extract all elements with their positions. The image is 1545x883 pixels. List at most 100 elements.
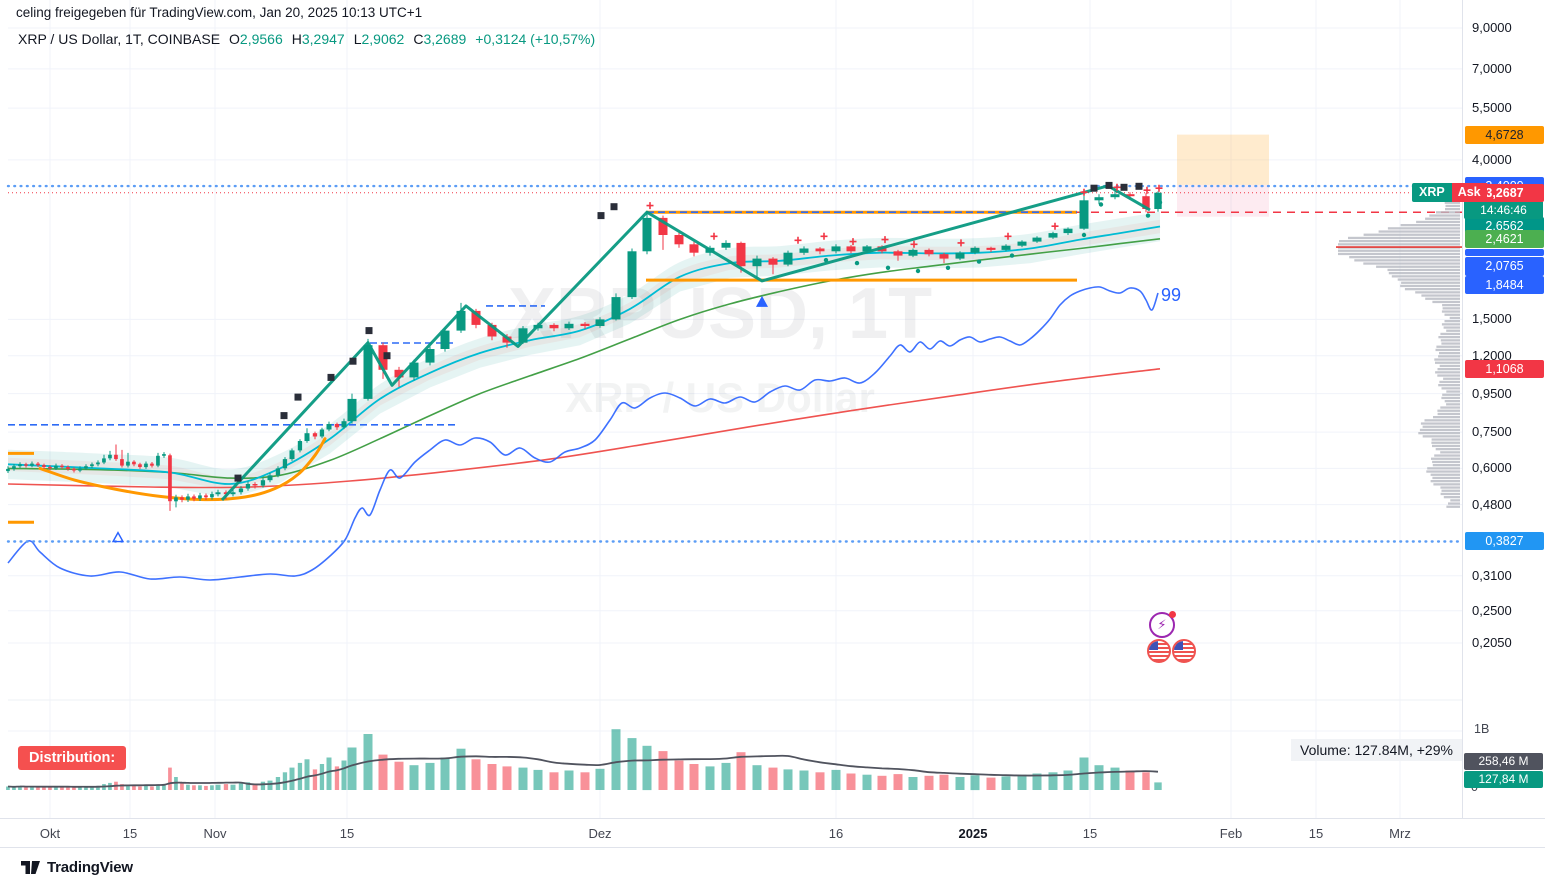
volume-bar <box>518 767 528 790</box>
candle-body <box>210 494 214 498</box>
volume-profile-row <box>1432 300 1460 304</box>
volume-bar <box>642 745 652 791</box>
volume-profile-row <box>1422 425 1460 428</box>
volume-bar <box>440 757 450 790</box>
price-axis-label: 1,5000 <box>1472 311 1512 326</box>
volume-profile-row <box>1432 460 1460 464</box>
time-axis[interactable]: Okt 15 Nov 15 Dez 16 2025 15 Feb 15 Mrz <box>0 818 1545 848</box>
volume-profile-row <box>1434 454 1460 457</box>
volume-bar <box>627 738 637 790</box>
volume-profile-row <box>1439 380 1460 384</box>
square-marker <box>610 203 618 211</box>
red-plus-marker <box>1004 232 1012 240</box>
volume-profile-row <box>1446 329 1460 332</box>
candle-body <box>347 398 357 422</box>
economic-event-lightning-icon[interactable]: ⚡ <box>1149 611 1176 638</box>
price-axis-badge: 1,1068 <box>1465 360 1544 378</box>
candle-body <box>846 246 856 252</box>
volume-bar <box>705 766 715 790</box>
volume-bar <box>260 781 266 790</box>
price-axis-label: 7,0000 <box>1472 61 1512 76</box>
candle-body <box>12 466 16 469</box>
green-dot-marker <box>823 257 829 263</box>
volume-profile-row <box>1439 352 1460 355</box>
candle-body <box>186 496 190 500</box>
volume-profile-row <box>1338 243 1460 246</box>
volume-bar <box>162 784 166 790</box>
us-flag-event-icon[interactable] <box>1172 639 1196 663</box>
volume-bar <box>378 754 388 790</box>
candle-body <box>334 424 340 428</box>
price-axis-label: 9,0000 <box>1472 20 1512 35</box>
candle-body <box>36 463 40 466</box>
drawing-zone-box <box>1177 184 1269 217</box>
volume-bar <box>156 784 160 790</box>
candle-body <box>471 310 481 325</box>
volume-bar <box>1048 772 1058 790</box>
volume-bar <box>334 766 340 790</box>
volume-profile-row <box>1339 240 1460 243</box>
candle-body <box>893 251 903 256</box>
volume-profile-row <box>1444 400 1460 403</box>
volume-bar <box>245 782 251 790</box>
price-axis[interactable]: 9,0000 7,0000 5,5000 4,0000 1,5000 1,2000 0,95… <box>1462 0 1545 847</box>
volume-bar <box>30 786 34 790</box>
candle-body <box>138 464 142 467</box>
volume-profile-row <box>1363 262 1460 265</box>
volume-profile-row <box>1437 412 1460 416</box>
time-axis-label: 15 <box>1082 826 1098 841</box>
candle-body <box>102 458 106 463</box>
candle-body <box>174 497 178 502</box>
volume-legend[interactable]: Volume: 127.84M, +29% <box>1291 739 1462 761</box>
candle-body <box>611 297 621 320</box>
volume-bar <box>1154 782 1162 790</box>
candle-body <box>564 323 574 329</box>
candle-body <box>144 463 148 468</box>
symbol-title[interactable]: XRP / US Dollar, 1T, COINBASE <box>18 31 221 47</box>
volume-bar <box>60 786 64 790</box>
us-flag-event-icon[interactable] <box>1147 639 1171 663</box>
volume-profile-row <box>1441 396 1460 400</box>
candle-body <box>223 492 229 495</box>
candle-body <box>1094 197 1104 201</box>
candle-body <box>674 235 684 245</box>
volume-bar <box>877 775 887 790</box>
candle-body <box>487 324 497 337</box>
volume-profile-row <box>1438 355 1460 358</box>
candle-body <box>924 249 934 255</box>
volume-bar <box>611 729 621 790</box>
red-plus-marker <box>1113 183 1121 191</box>
red-plus-marker <box>820 232 828 240</box>
candle-body <box>6 468 10 472</box>
candle-body <box>326 424 332 430</box>
candle-body <box>54 465 58 469</box>
symbol-legend[interactable]: XRP / US Dollar, 1T, COINBASE O2,9566 H3… <box>18 31 595 47</box>
volume-bar <box>78 786 82 790</box>
volume-bar <box>42 787 46 790</box>
ohlc-close: C3,2689 <box>413 31 467 47</box>
volume-profile-row <box>1391 275 1460 278</box>
zigzag-trend-line <box>220 184 1151 502</box>
time-axis-label: Dez <box>588 826 612 841</box>
candle-body <box>192 496 196 499</box>
volume-profile-row <box>1432 464 1460 467</box>
candle-body <box>162 454 166 456</box>
candle-body <box>378 345 388 370</box>
red-plus-marker <box>1080 188 1088 196</box>
candle-body <box>1154 192 1162 209</box>
volume-bar <box>409 765 419 790</box>
volume-profile-row <box>1338 249 1460 252</box>
volume-profile-row <box>1431 441 1460 444</box>
volume-bar <box>72 787 76 790</box>
tradingview-logo[interactable]: TradingView <box>20 857 133 878</box>
volume-bar <box>846 773 856 790</box>
volume-profile-row <box>1440 492 1460 496</box>
candle-body <box>267 475 273 481</box>
volume-profile-row <box>1400 284 1460 288</box>
blue-hollow-triangle-marker <box>111 531 125 543</box>
volume-bar <box>580 772 590 790</box>
candle-body <box>275 468 281 476</box>
footer-bar: TradingView <box>0 847 1545 883</box>
